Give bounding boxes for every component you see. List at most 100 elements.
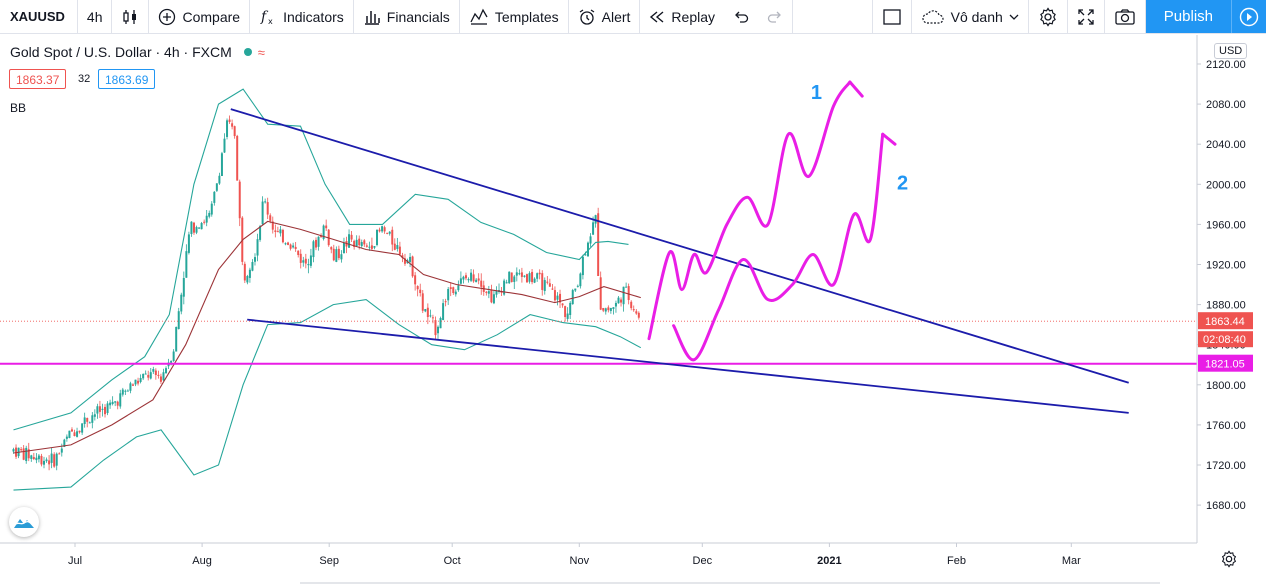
candle-body	[256, 239, 259, 256]
compare-button[interactable]: Compare	[149, 0, 251, 33]
candle-body	[299, 253, 302, 263]
candle-body	[431, 317, 434, 319]
annotation-label-1[interactable]: 1	[811, 82, 822, 104]
symbol-label: XAUUSD	[10, 9, 65, 24]
trendline-1[interactable]	[230, 108, 1129, 384]
price-chart[interactable]: 1 2 2120.00 2080.00 2040.00 2000.00 1960.00 1…	[0, 35, 1266, 587]
scenario-2-arrowhead[interactable]	[881, 132, 897, 146]
candle-body	[37, 455, 40, 460]
financials-button[interactable]: Financials	[354, 0, 460, 33]
publish-button[interactable]: Publish	[1145, 0, 1231, 33]
candle-body	[421, 293, 424, 311]
candle-body	[515, 272, 518, 276]
candle-body	[447, 288, 450, 301]
candle-body	[373, 246, 376, 248]
candle-body	[403, 258, 406, 264]
candle-body	[574, 288, 577, 291]
settings-button[interactable]	[1029, 0, 1068, 33]
candle-body	[98, 406, 101, 412]
scenario-drawings[interactable]	[647, 80, 897, 362]
time-axis-settings-button[interactable]	[1220, 550, 1238, 573]
ask-price[interactable]: 1863.69	[98, 69, 156, 89]
symbol-search-button[interactable]: XAUUSD	[0, 0, 78, 33]
candle-body	[297, 250, 300, 255]
compare-label: Compare	[182, 8, 241, 25]
publish-options-button[interactable]	[1231, 0, 1266, 33]
candle-body	[63, 439, 66, 447]
price-axis[interactable]	[1197, 35, 1266, 543]
interval-button[interactable]: 4h	[78, 0, 113, 33]
candle-body	[104, 406, 107, 415]
chart-type-button[interactable]	[112, 0, 150, 33]
candle-body	[543, 280, 546, 291]
candle-body	[505, 282, 508, 284]
candle-body	[350, 234, 353, 240]
candle-body	[576, 285, 579, 287]
tradingview-logo-icon[interactable]	[9, 507, 39, 537]
candle-body	[586, 242, 589, 257]
candle-body	[556, 295, 559, 300]
candle-body	[449, 287, 452, 289]
trendlines[interactable]	[230, 108, 1129, 414]
trendline-2[interactable]	[247, 318, 1129, 414]
scenario-1-arrowhead[interactable]	[848, 80, 864, 98]
data-delay-icon: ≈	[257, 44, 265, 60]
candle-body	[121, 389, 124, 395]
candle-body	[538, 272, 541, 275]
candle-body	[281, 229, 284, 243]
candle-body	[442, 303, 445, 320]
financials-label: Financials	[386, 8, 450, 25]
fullscreen-layout-button[interactable]	[871, 0, 912, 33]
currency-button[interactable]: USD	[1214, 43, 1248, 59]
bid-price[interactable]: 1863.37	[9, 69, 67, 89]
candle-body	[523, 275, 526, 277]
candle-body	[83, 417, 86, 424]
time-tick-label: Dec	[693, 555, 713, 567]
candle-body	[528, 273, 531, 282]
cloud-icon	[922, 9, 944, 24]
candle-body	[569, 302, 572, 316]
candle-body	[152, 369, 155, 372]
templates-button[interactable]: Templates	[460, 0, 569, 33]
candle-body	[607, 307, 610, 311]
time-axis[interactable]	[0, 543, 1266, 587]
price-tick-label: 2080.00	[1206, 99, 1246, 111]
candle-body	[330, 247, 333, 250]
replay-button[interactable]: Replay	[640, 0, 724, 33]
time-tick-label: Feb	[947, 555, 966, 567]
candle-body	[459, 278, 462, 284]
candle-body	[579, 273, 582, 287]
price-tick-label: 1960.00	[1206, 219, 1246, 231]
candle-body	[131, 384, 134, 386]
candle-body	[325, 225, 328, 229]
price-tick-label: 1920.00	[1206, 260, 1246, 272]
price-tick-label: 1720.00	[1206, 460, 1246, 472]
annotation-label-2[interactable]: 2	[897, 172, 908, 194]
candle-body	[487, 291, 490, 294]
chart-legend[interactable]: Gold Spot / U.S. Dollar · 4h · FXCM ≈	[10, 44, 265, 60]
candle-body	[279, 229, 282, 234]
candle-body	[261, 201, 264, 225]
indicator-legend-bb[interactable]: BB	[10, 101, 27, 115]
price-tick-label: 2000.00	[1206, 179, 1246, 191]
undo-button[interactable]	[724, 0, 758, 33]
candle-body	[165, 368, 168, 374]
scenario-2-path[interactable]	[672, 132, 885, 362]
candle-body	[238, 181, 241, 219]
candle-body	[157, 374, 160, 376]
fullscreen-button[interactable]	[1068, 0, 1105, 33]
candle-body	[187, 234, 190, 253]
candle-body	[622, 286, 625, 305]
candle-body	[114, 401, 117, 403]
candle-body	[96, 406, 99, 414]
candle-body	[604, 308, 607, 312]
scenario-1-path[interactable]	[647, 80, 852, 341]
alert-button[interactable]: Alert	[569, 0, 641, 33]
redo-button[interactable]	[758, 0, 794, 33]
snapshot-button[interactable]	[1105, 0, 1146, 33]
alarm-clock-icon	[579, 8, 594, 25]
layout-name-button[interactable]: Vô danh	[912, 0, 1029, 33]
candle-body	[477, 278, 480, 281]
candle-body	[322, 225, 325, 239]
